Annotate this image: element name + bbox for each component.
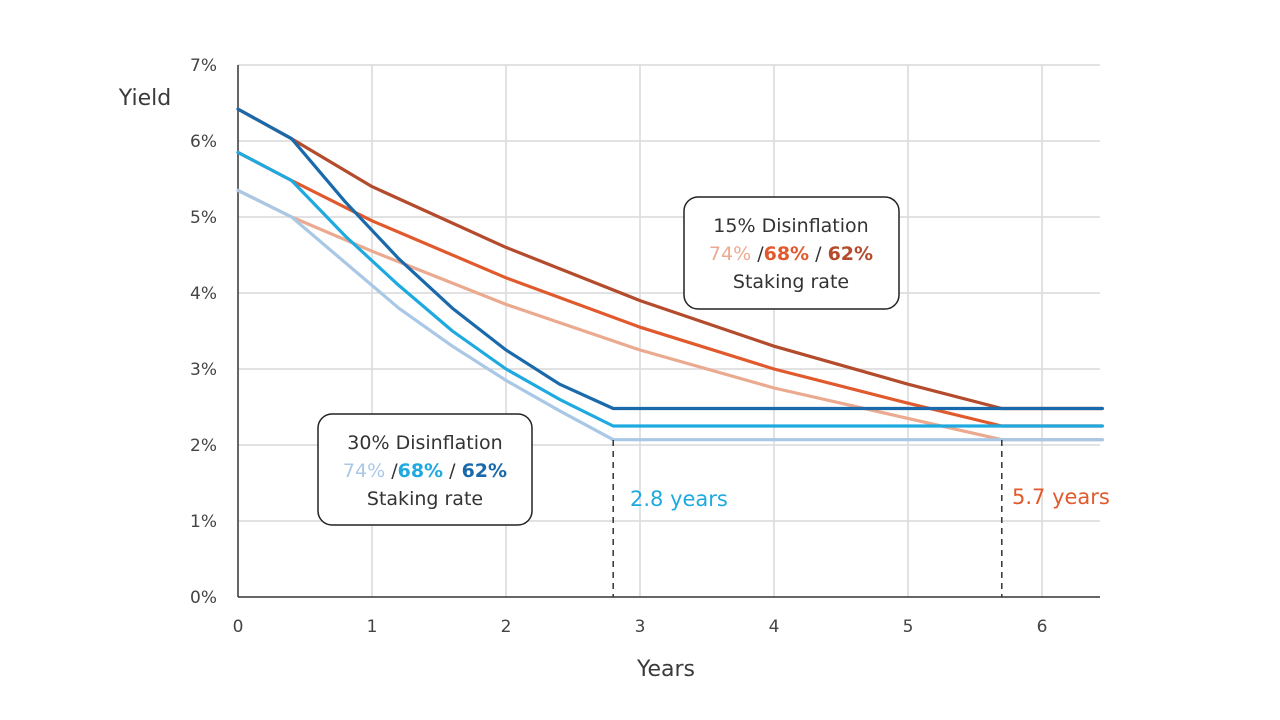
x-tick-label: 3	[635, 617, 646, 637]
annotation-rates: 74% /68% / 62%	[343, 460, 507, 482]
x-axis-title: Years	[636, 657, 695, 682]
annotation-box	[683, 196, 900, 310]
y-tick-label: 2%	[190, 436, 217, 456]
annotation-box	[317, 413, 533, 526]
x-tick-label: 2	[501, 617, 512, 637]
year-markers	[612, 440, 1003, 597]
rate-separator: /	[443, 460, 461, 482]
y-tick-label: 6%	[190, 132, 217, 152]
rate-68: 68%	[764, 243, 809, 265]
rate-68: 68%	[398, 460, 443, 482]
rate-separator: /	[751, 243, 764, 265]
y-tick-label: 3%	[190, 360, 217, 380]
rate-62: 62%	[462, 460, 507, 482]
annotation-15-disinflation: 15% Disinflation 74% /68% / 62% Staking …	[683, 196, 900, 310]
series-lines	[236, 107, 1104, 442]
series-line-2	[236, 150, 1104, 428]
y-axis-title: Yield	[118, 86, 171, 111]
annotation-30-disinflation: 30% Disinflation 74% /68% / 62% Staking …	[317, 413, 533, 526]
annotation-title: 15% Disinflation	[713, 215, 868, 237]
y-tick-label: 5%	[190, 208, 217, 228]
rate-74: 74%	[709, 243, 751, 265]
annotation-caption: Staking rate	[733, 271, 849, 293]
marker-label-5-7-years: 5.7 years	[1012, 485, 1110, 509]
rate-62: 62%	[828, 243, 873, 265]
annotation-rates: 74% /68% / 62%	[709, 243, 873, 265]
rate-74: 74%	[343, 460, 385, 482]
y-tick-label: 0%	[190, 588, 217, 608]
x-tick-label: 0	[233, 617, 244, 637]
series-line-6	[236, 107, 1104, 411]
annotation-caption: Staking rate	[367, 488, 483, 510]
x-tick-label: 6	[1037, 617, 1048, 637]
series-line-5	[236, 150, 1104, 428]
series-line-4	[236, 188, 1104, 442]
annotation-title: 30% Disinflation	[347, 432, 502, 454]
y-tick-label: 1%	[190, 512, 217, 532]
x-tick-label: 1	[367, 617, 378, 637]
series-line-3	[236, 107, 1104, 411]
marker-label-2-8-years: 2.8 years	[630, 487, 728, 511]
rate-separator: /	[809, 243, 827, 265]
y-tick-label: 4%	[190, 284, 217, 304]
series-line-1	[236, 188, 1104, 442]
x-tick-label: 5	[903, 617, 914, 637]
x-tick-label: 4	[769, 617, 780, 637]
tick-labels: 0% 1% 2% 3% 4% 5% 6% 7% 0 1 2 3 4 5 6	[190, 56, 1047, 637]
rate-separator: /	[385, 460, 398, 482]
y-tick-label: 7%	[190, 56, 217, 76]
